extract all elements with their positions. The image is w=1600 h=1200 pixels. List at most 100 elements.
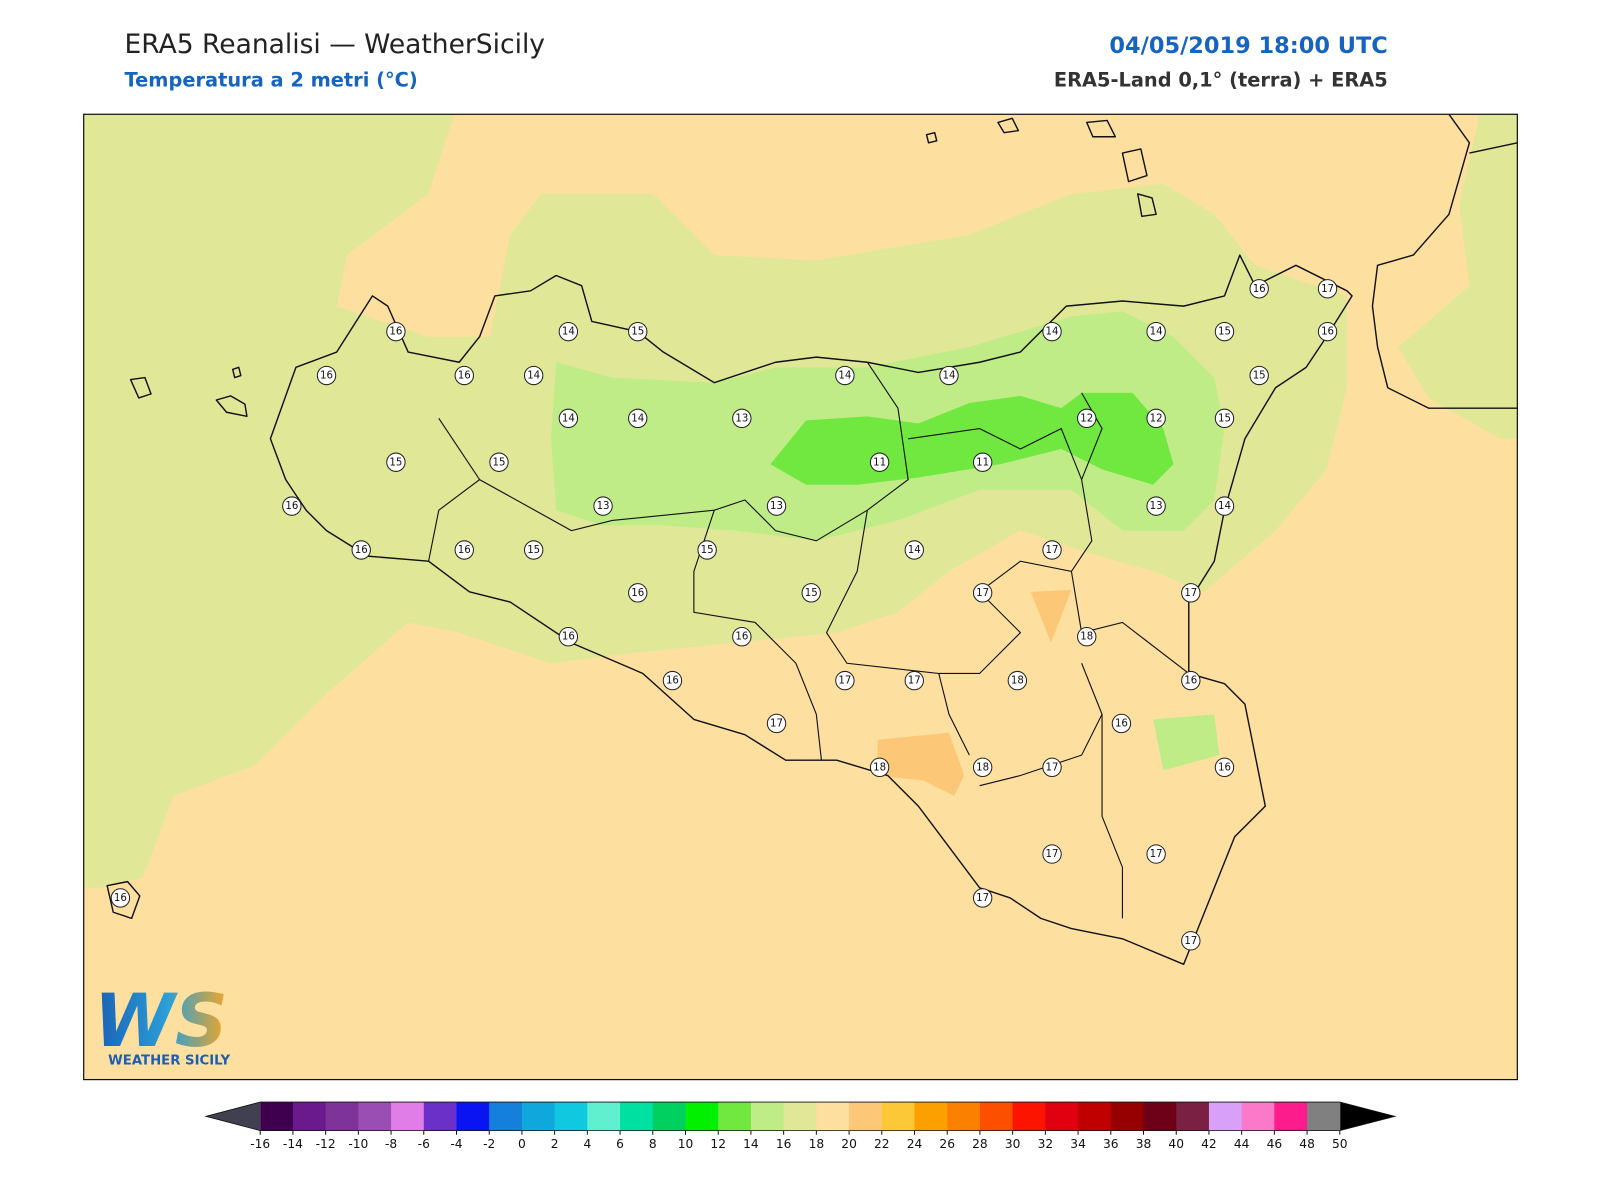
station-value: 16 xyxy=(666,676,679,687)
region-border xyxy=(1081,392,1103,480)
station-marker xyxy=(732,627,752,647)
station-value: 16 xyxy=(1218,762,1231,773)
station-value: 17 xyxy=(908,676,921,687)
station-marker xyxy=(1077,627,1097,647)
color-box xyxy=(685,1102,719,1131)
station-marker xyxy=(1214,757,1235,778)
station: 16 xyxy=(1249,279,1269,299)
station-marker xyxy=(1146,844,1166,864)
color-box xyxy=(1176,1102,1210,1131)
field-18-20 xyxy=(1030,589,1072,643)
station: 18 xyxy=(972,757,993,778)
station-value: 14 xyxy=(631,413,644,424)
station-marker xyxy=(869,452,890,472)
station-marker xyxy=(1214,408,1235,429)
station-marker xyxy=(766,496,787,516)
station-value: 17 xyxy=(1184,588,1197,599)
colorbar-tick-label: 16 xyxy=(776,1137,792,1151)
region-border xyxy=(825,510,970,756)
station-marker xyxy=(1249,365,1269,386)
colorbar-tick-label: 8 xyxy=(649,1137,657,1151)
station-value: 16 xyxy=(631,588,644,599)
colorbar-tick-label: 42 xyxy=(1201,1137,1217,1151)
colorbar-tick-label: -8 xyxy=(385,1137,397,1151)
color-box xyxy=(947,1102,981,1131)
station: 16 xyxy=(351,540,371,560)
color-box xyxy=(750,1102,785,1131)
station-value: 16 xyxy=(389,327,402,338)
station-marker xyxy=(766,713,787,734)
region-border xyxy=(979,663,1103,787)
station-marker xyxy=(523,540,544,560)
colorbar-tick-label: 22 xyxy=(874,1137,890,1151)
color-box xyxy=(358,1102,392,1131)
station: 16 xyxy=(732,627,752,647)
station-marker xyxy=(835,365,855,386)
colorbar-tick-label: -12 xyxy=(316,1137,336,1151)
station-value: 18 xyxy=(976,762,989,773)
station: 18 xyxy=(1007,670,1028,691)
station-value: 14 xyxy=(942,371,955,382)
station-marker xyxy=(593,496,613,516)
color-box xyxy=(1110,1102,1145,1131)
station-marker xyxy=(939,365,959,386)
station-value: 14 xyxy=(1150,327,1163,338)
station: 13 xyxy=(1146,496,1166,516)
station-value: 12 xyxy=(1150,413,1163,424)
logo: WS WEATHER SICILY xyxy=(94,979,231,1068)
station-marker xyxy=(454,540,474,560)
station-value: 18 xyxy=(1011,676,1024,687)
station-value: 16 xyxy=(458,545,471,556)
station-value: 15 xyxy=(631,327,644,338)
station-value: 13 xyxy=(1150,501,1163,512)
station-value: 17 xyxy=(1046,545,1059,556)
station: 16 xyxy=(628,583,648,603)
colorbar-tick-label: 20 xyxy=(841,1137,857,1151)
station: 16 xyxy=(1317,321,1338,342)
color-box xyxy=(489,1102,523,1131)
colorbar-tick-label: -16 xyxy=(250,1137,270,1151)
station-value: 14 xyxy=(562,327,575,338)
station: 17 xyxy=(1042,844,1062,864)
station: 11 xyxy=(869,452,890,472)
station-marker xyxy=(558,408,579,429)
station-marker xyxy=(662,670,683,691)
station-marker xyxy=(1146,408,1166,429)
map: 16 14 15 16 16 14 14 14 13 15 15 16 13 13 16 16 15 15 16 15… xyxy=(83,114,1518,1080)
region-border xyxy=(428,418,481,562)
station-marker xyxy=(972,757,993,778)
colorbar-tick-label: 46 xyxy=(1267,1137,1283,1151)
station-value: 17 xyxy=(976,893,989,904)
station-value: 17 xyxy=(976,588,989,599)
station-value: 11 xyxy=(873,457,886,468)
colorbar-tick-label: 6 xyxy=(616,1137,624,1151)
colorbar-tick-label: -2 xyxy=(483,1137,495,1151)
map-frame xyxy=(83,113,1518,1081)
station: 14 xyxy=(1146,321,1166,342)
station: 16 xyxy=(1181,670,1201,691)
station-marker xyxy=(972,583,993,603)
station-value: 17 xyxy=(1150,849,1163,860)
station-value: 14 xyxy=(838,371,851,382)
color-box xyxy=(325,1102,359,1131)
station-value: 14 xyxy=(1218,501,1231,512)
station: 17 xyxy=(766,713,787,734)
coastline xyxy=(269,254,1353,965)
station-marker xyxy=(1146,321,1166,342)
station-value: 15 xyxy=(1218,413,1231,424)
station-value: 15 xyxy=(805,588,818,599)
color-box xyxy=(587,1102,621,1131)
station-value: 16 xyxy=(320,371,333,382)
colorbar-tick-label: 2 xyxy=(551,1137,559,1151)
station-value: 14 xyxy=(908,545,921,556)
station-marker xyxy=(558,321,579,342)
station-marker xyxy=(1077,408,1097,429)
station: 17 xyxy=(972,888,993,908)
station: 16 xyxy=(1214,757,1235,778)
colorbar-tick-label: 32 xyxy=(1038,1137,1054,1151)
station: 15 xyxy=(523,540,544,560)
color-box xyxy=(1208,1102,1243,1131)
region-border xyxy=(1070,571,1190,674)
station-value: 16 xyxy=(1184,676,1197,687)
color-box xyxy=(849,1102,883,1131)
